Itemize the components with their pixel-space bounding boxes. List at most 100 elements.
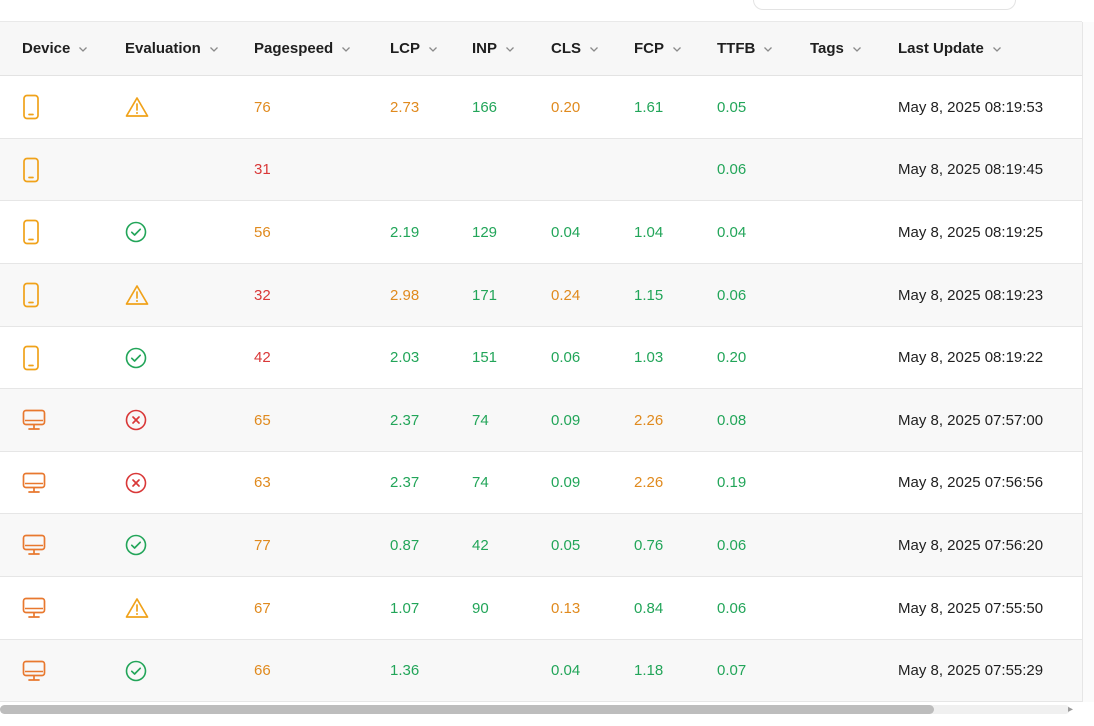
cell-last-update: May 8, 2025 07:56:20 <box>898 536 1044 554</box>
cell-pagespeed: 31 <box>254 161 271 178</box>
column-header-label: CLS <box>551 40 581 57</box>
cell-pagespeed: 76 <box>254 98 271 116</box>
column-header-cls[interactable]: CLS <box>551 22 600 75</box>
cell-lcp: 1.07 <box>390 599 420 617</box>
cell-fcp: 0.84 <box>634 599 664 617</box>
mobile-icon <box>22 327 40 388</box>
scrollbar-thumb[interactable] <box>0 705 934 714</box>
warning-icon <box>125 76 149 138</box>
cell-inp: 74 <box>472 474 489 491</box>
cell-ttfb: 0.06 <box>717 536 747 554</box>
cell-inp: 151 <box>472 349 498 366</box>
cell-pagespeed: 77 <box>254 536 271 554</box>
cell-inp: 74 <box>472 411 489 429</box>
mobile-icon <box>22 76 40 138</box>
cell-lcp: 2.37 <box>390 474 420 491</box>
cell-pagespeed: 32 <box>254 286 271 304</box>
cell-cls: 0.04 <box>551 223 581 241</box>
cell-ttfb: 0.08 <box>717 411 747 429</box>
chevron-down-icon <box>764 46 773 52</box>
cell-pagespeed: 42 <box>254 349 271 366</box>
cell-cls: 0.04 <box>551 662 581 679</box>
check-circle-icon <box>125 201 147 263</box>
cell-ttfb: 0.06 <box>717 599 747 617</box>
cell-lcp: 2.19 <box>390 223 420 241</box>
column-header-last-update[interactable]: Last Update <box>898 22 1003 75</box>
table-row[interactable]: 66 1.36 0.04 1.18 0.07 May 8, 2025 07:55:29 <box>0 640 1082 702</box>
cell-ttfb: 0.05 <box>717 98 747 116</box>
cell-pagespeed: 63 <box>254 474 271 491</box>
chevron-down-icon <box>673 46 681 52</box>
mobile-icon <box>22 201 40 263</box>
check-circle-icon <box>125 514 147 576</box>
cell-fcp: 0.76 <box>634 536 664 554</box>
cell-inp: 129 <box>472 223 498 241</box>
cell-pagespeed: 56 <box>254 223 271 241</box>
column-header-inp[interactable]: INP <box>472 22 516 75</box>
table-row[interactable]: 32 2.98 171 0.24 1.15 0.06 May 8, 2025 08:19:2… <box>0 264 1082 327</box>
column-header-fcp[interactable]: FCP <box>634 22 683 75</box>
desktop-icon <box>22 514 46 576</box>
table-row[interactable]: 63 2.37 74 0.09 2.26 0.19 May 8, 2025 07:56:56 <box>0 452 1082 514</box>
table-row[interactable]: 76 2.73 166 0.20 1.61 0.05 May 8, 2025 08:19:5… <box>0 76 1082 139</box>
table-row[interactable]: 77 0.87 42 0.05 0.76 0.06 May 8, 2025 07:56:20 <box>0 514 1082 577</box>
column-header-evaluation[interactable]: Evaluation <box>125 22 220 75</box>
cell-lcp: 0.87 <box>390 536 420 554</box>
check-circle-icon <box>125 640 147 701</box>
cell-fcp: 1.03 <box>634 349 664 366</box>
cell-inp: 171 <box>472 286 498 304</box>
vertical-scrollbar[interactable] <box>1082 22 1094 702</box>
cell-pagespeed: 67 <box>254 599 271 617</box>
cell-fcp: 2.26 <box>634 474 664 491</box>
chevron-down-icon <box>590 46 598 52</box>
column-header-device[interactable]: Device <box>22 22 89 75</box>
column-header-pagespeed[interactable]: Pagespeed <box>254 22 352 75</box>
column-header-label: Pagespeed <box>254 40 334 57</box>
cell-last-update: May 8, 2025 08:19:22 <box>898 349 1044 366</box>
chevron-down-icon <box>506 46 514 52</box>
table-row[interactable]: 31 0.06 May 8, 2025 08:19:45 <box>0 139 1082 201</box>
column-header-ttfb[interactable]: TTFB <box>717 22 774 75</box>
mobile-icon <box>22 264 40 326</box>
table-row[interactable]: 67 1.07 90 0.13 0.84 0.06 May 8, 2025 07:55:50 <box>0 577 1082 640</box>
cell-ttfb: 0.07 <box>717 662 747 679</box>
column-header-label: LCP <box>390 40 420 57</box>
cell-cls: 0.20 <box>551 98 581 116</box>
table-row[interactable]: 65 2.37 74 0.09 2.26 0.08 May 8, 2025 07:57:00 <box>0 389 1082 452</box>
cell-ttfb: 0.19 <box>717 474 747 491</box>
cell-cls: 0.09 <box>551 411 581 429</box>
x-circle-icon <box>125 452 147 513</box>
cell-pagespeed: 65 <box>254 411 271 429</box>
desktop-icon <box>22 577 46 639</box>
column-header-label: INP <box>472 40 498 57</box>
cell-lcp: 2.37 <box>390 411 420 429</box>
cell-cls: 0.05 <box>551 536 581 554</box>
search-input[interactable] <box>753 0 1016 10</box>
table-row[interactable]: 56 2.19 129 0.04 1.04 0.04 May 8, 2025 08:19:2… <box>0 201 1082 264</box>
cell-last-update: May 8, 2025 08:19:25 <box>898 223 1044 241</box>
column-header-label: Tags <box>810 40 844 57</box>
cell-fcp: 1.61 <box>634 98 664 116</box>
cell-cls: 0.24 <box>551 286 581 304</box>
cell-lcp: 1.36 <box>390 662 420 679</box>
horizontal-scrollbar[interactable]: ▸ <box>0 702 1082 726</box>
cell-last-update: May 8, 2025 07:56:56 <box>898 474 1044 491</box>
results-table: Device Evaluation Pagespeed LCP INP CLS … <box>0 22 1082 702</box>
chevron-down-icon <box>852 46 861 52</box>
cell-lcp: 2.03 <box>390 349 420 366</box>
table-row[interactable]: 42 2.03 151 0.06 1.03 0.20 May 8, 2025 08:19:2… <box>0 327 1082 389</box>
cell-cls: 0.09 <box>551 474 581 491</box>
cell-cls: 0.06 <box>551 349 581 366</box>
column-header-lcp[interactable]: LCP <box>390 22 439 75</box>
cell-last-update: May 8, 2025 07:57:00 <box>898 411 1044 429</box>
cell-inp: 166 <box>472 98 498 116</box>
column-header-tags[interactable]: Tags <box>810 22 863 75</box>
scroll-right-arrow-icon[interactable]: ▸ <box>1068 704 1074 715</box>
desktop-icon <box>22 640 46 701</box>
cell-pagespeed: 66 <box>254 662 271 679</box>
column-header-label: TTFB <box>717 40 756 57</box>
cell-ttfb: 0.06 <box>717 161 747 178</box>
cell-last-update: May 8, 2025 08:19:45 <box>898 161 1044 178</box>
cell-last-update: May 8, 2025 07:55:29 <box>898 662 1044 679</box>
cell-lcp: 2.98 <box>390 286 420 304</box>
